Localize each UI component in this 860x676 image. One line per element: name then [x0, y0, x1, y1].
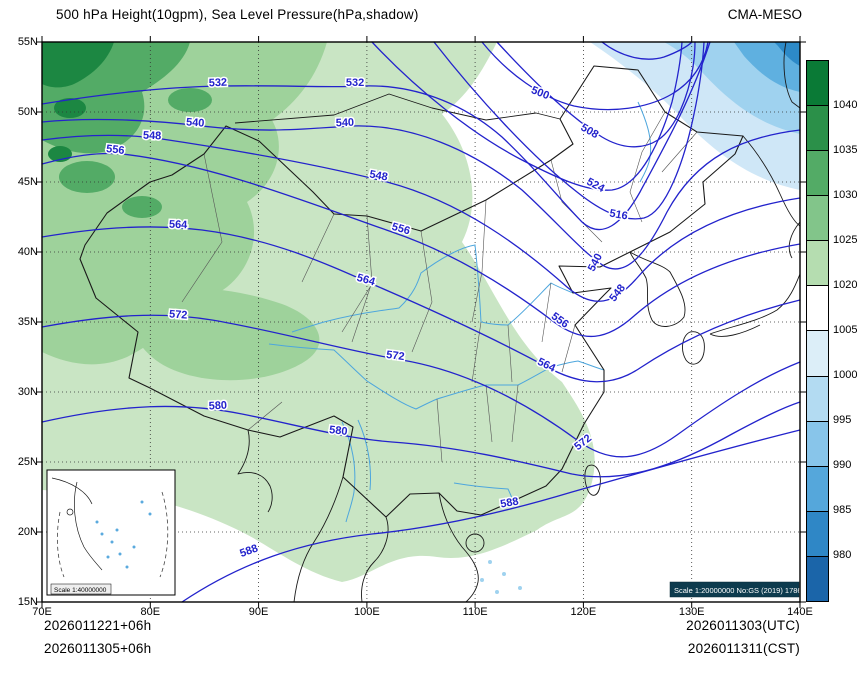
x-axis-tick-label: 90E: [248, 606, 269, 618]
colorbar-segment: [807, 555, 828, 601]
contour-value-label: 588: [238, 542, 259, 560]
contour-value-label: 500: [529, 84, 551, 102]
map-plot-area: 588 588 580 580 572 572 572 564 564 564 556 556 556 5…: [36, 36, 806, 608]
contour-value-label: 532: [346, 77, 364, 89]
colorbar-boundary-label: 985: [833, 504, 852, 516]
map-frame: [36, 36, 806, 608]
init-time-line-cst: 2026011305+06h: [44, 641, 152, 656]
colorbar-segment: [807, 285, 828, 331]
x-axis-tick-label: 120E: [570, 606, 597, 618]
sea-speckles: [480, 560, 522, 594]
init-time-line-utc: 2026011221+06h: [44, 618, 152, 633]
colorbar-segment: [807, 240, 828, 286]
contour-value-label: 556: [549, 310, 571, 330]
contour-value-label: 524: [584, 176, 607, 196]
map-scale-label: Scale 1:20000000 No:GS (2019) 1786: [674, 586, 802, 595]
colorbar-boundary-label: 990: [833, 459, 852, 471]
colorbar-segment: [807, 105, 828, 151]
contour-508: [496, 41, 696, 148]
contour-524: [371, 41, 683, 191]
contour-500: [481, 41, 709, 111]
contour-532: [41, 41, 711, 231]
y-axis-tick-label: 55N: [17, 36, 38, 48]
colorbar-segment: [807, 150, 828, 196]
y-axis-tick-label: 30N: [17, 386, 38, 398]
contour-value-label: 580: [208, 400, 227, 413]
contour-value-label: 548: [368, 169, 388, 184]
contour-492: [601, 41, 693, 60]
x-axis-tick-label: 80E: [140, 606, 161, 618]
contour-value-label: 580: [329, 424, 349, 438]
height-contours: [41, 41, 801, 603]
colorbar-boundary-label: 1000: [833, 369, 858, 381]
y-axis-tick-label: 20N: [17, 526, 38, 538]
y-axis-tick-label: 50N: [17, 106, 38, 118]
colorbar-segment: [807, 510, 828, 556]
colorbar-boundary-label: 1020: [833, 279, 858, 291]
valid-time-utc: 2026011303(UTC): [686, 618, 800, 633]
contour-572: [41, 314, 801, 458]
contour-value-label: 508: [579, 122, 601, 142]
contour-value-label: 588: [499, 496, 519, 511]
contour-580: [41, 401, 801, 478]
inset-scale-label: Scale 1:40000000: [54, 587, 107, 594]
province-boundaries: [181, 111, 698, 463]
contour-value-label: 548: [607, 282, 628, 304]
valid-time-cst: 2026011311(CST): [687, 641, 800, 656]
contour-value-label: 556: [106, 143, 126, 157]
colorbar-boundary-label: 1040: [833, 99, 858, 111]
colorbar-boundary-label: 1025: [833, 234, 858, 246]
pressure-shading: [42, 42, 800, 594]
x-axis-tick-label: 140E: [787, 606, 813, 618]
x-axis-tick-label: 130E: [678, 606, 705, 618]
contour-548: [41, 134, 801, 302]
contour-value-label: 572: [169, 308, 188, 321]
x-axis-tick-label: 70E: [32, 606, 52, 618]
colorbar-boundary-label: 1030: [833, 189, 858, 201]
colorbar-boundary-label: 995: [833, 414, 852, 426]
x-axis-tick-label: 110E: [462, 606, 488, 618]
colorbar-segment: [807, 465, 828, 511]
contour-value-label: 516: [608, 208, 628, 223]
colorbar-segment: [807, 61, 828, 106]
contour-556: [41, 152, 801, 337]
x-axis-tick-label: 100E: [354, 606, 380, 618]
colorbar-segment: [807, 420, 828, 466]
contour-value-label: 572: [386, 349, 406, 363]
contour-value-label: 548: [143, 130, 162, 143]
colorbar-segment: [807, 330, 828, 376]
map-scale-badge: Scale 1:20000000 No:GS (2019) 1786: [669, 581, 802, 598]
contour-516: [433, 41, 705, 220]
contour-564: [41, 226, 801, 383]
colorbar-boundary-label: 1005: [833, 324, 858, 336]
y-axis-tick-label: 45N: [17, 176, 38, 188]
geography: [79, 41, 801, 603]
contour-value-label: 564: [169, 219, 189, 232]
y-axis-tick-label: 35N: [17, 316, 38, 328]
colorbar-boundary-label: 1035: [833, 144, 858, 156]
contour-value-label: 532: [209, 77, 228, 90]
y-axis-tick-label: 25N: [17, 456, 38, 468]
page-title: 500 hPa Height(10gpm), Sea Level Pressur…: [56, 7, 419, 22]
y-axis-tick-label: 15N: [17, 596, 38, 608]
map-canvas: 5885885805805725725725645645645565565565…: [36, 36, 806, 608]
colorbar-segment: [807, 195, 828, 241]
contour-588: [181, 429, 801, 603]
inset-islands: [95, 500, 152, 569]
inset-map: Scale 1:40000000: [46, 469, 176, 596]
colorbar-boundary-label: 980: [833, 549, 852, 561]
model-name: CMA-MESO: [727, 7, 802, 22]
pressure-colorbar: [806, 60, 829, 602]
grid-lines: [42, 42, 800, 602]
contour-value-label: 540: [336, 117, 355, 130]
contour-value-label: 540: [186, 116, 205, 129]
neighbour-coastlines: [234, 41, 801, 603]
y-axis-tick-label: 40N: [17, 246, 38, 258]
colorbar-segment: [807, 375, 828, 421]
contour-540: [41, 118, 801, 270]
